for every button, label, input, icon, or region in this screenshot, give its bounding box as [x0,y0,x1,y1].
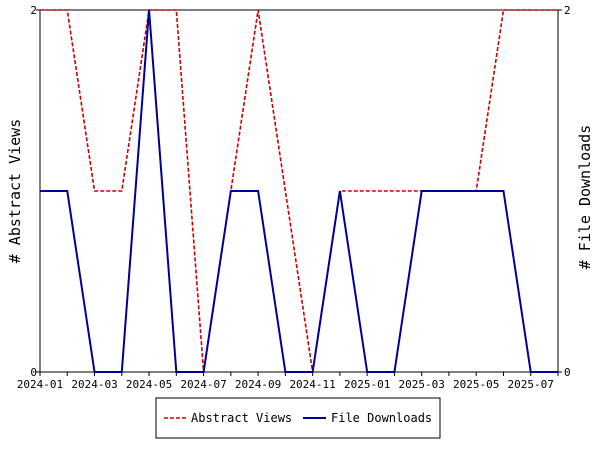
x-tick-label: 2025-03 [399,378,445,391]
legend-box [155,397,441,439]
x-tick-label: 2025-01 [344,378,390,391]
y-axis-title-left: # Abstract Views [6,119,24,264]
y-axis-title-right: # File Downloads [576,125,594,270]
series-line-file-downloads [40,9,558,373]
y-tick-label-left: 0 [30,366,37,379]
legend-label-abstract-views: Abstract Views [191,411,292,425]
y-tick-label-left: 2 [30,4,37,17]
legend-label-file-downloads: File Downloads [331,411,432,425]
y-axis-ticks: 0 2 0 2 [30,4,570,379]
legend: Abstract Views File Downloads [155,397,441,439]
x-tick-label: 2024-11 [289,378,335,391]
series-layer [40,9,558,373]
x-tick-label: 2024-01 [17,378,63,391]
x-tick-label: 2025-07 [508,378,554,391]
x-tick-label: 2024-03 [71,378,117,391]
x-axis-ticks: 2024-01 2024-03 2024-05 2024-07 2024-09 2024-… [17,372,559,391]
x-tick-label: 2025-05 [453,378,499,391]
x-tick-label: 2024-09 [235,378,281,391]
x-tick-label: 2024-07 [180,378,226,391]
x-tick-label: 2024-05 [126,378,172,391]
y-tick-label-right: 0 [564,366,571,379]
y-tick-label-right: 2 [564,4,571,17]
